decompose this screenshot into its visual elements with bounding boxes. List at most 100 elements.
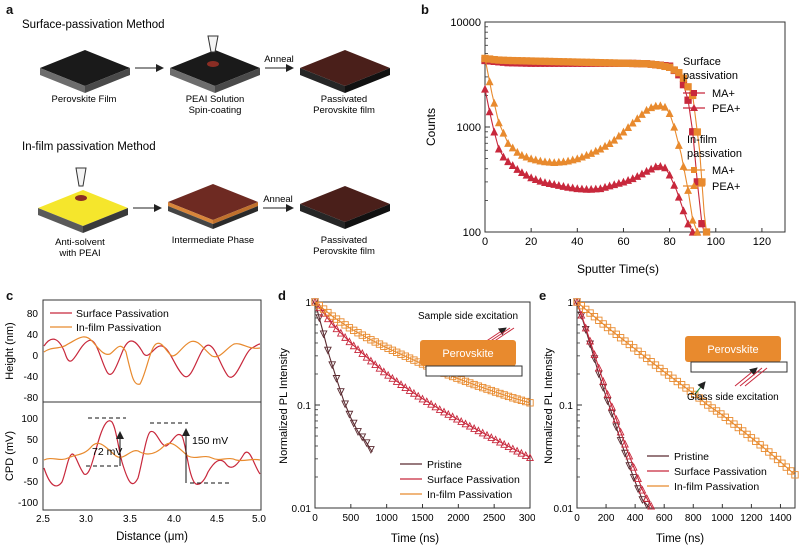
- b-data-point: [670, 122, 679, 131]
- b-data-point: [693, 227, 702, 236]
- b-data-point: [568, 183, 577, 192]
- d-data-point: [384, 344, 392, 353]
- b-data-point: [541, 157, 549, 166]
- b-series-line: [484, 59, 705, 233]
- b-data-point: [490, 127, 499, 136]
- d-xtick: 2000: [447, 513, 470, 524]
- b-data-point: [656, 162, 665, 170]
- e-data-point: [594, 363, 603, 372]
- b-data-point: [661, 163, 669, 172]
- b-data-point: [628, 118, 637, 127]
- c-annotation-72mv: 72 mV: [92, 446, 122, 458]
- b-data-point: [554, 181, 563, 189]
- b-plot-frame: [484, 21, 786, 233]
- d-data-point: [431, 402, 440, 411]
- d-data-point: [452, 414, 461, 423]
- step-spin-coating: Spin-coating: [189, 105, 242, 116]
- b-legend-surface-title-1: Surface: [683, 56, 721, 68]
- e-inset-perovskite-box: [685, 336, 781, 362]
- b-data-point: [684, 186, 693, 194]
- d-data-point: [366, 446, 375, 454]
- d-data-point: [504, 442, 513, 451]
- e-xtick: 1200: [740, 513, 763, 524]
- d-series-0: [311, 298, 375, 454]
- b-series-0: [481, 56, 706, 233]
- d-data-point: [500, 391, 508, 399]
- d-data-point: [479, 383, 487, 392]
- e-xtick: 600: [656, 513, 673, 524]
- e-data-point: [642, 493, 651, 502]
- d-data-point: [414, 391, 423, 400]
- d-data-point: [522, 397, 530, 406]
- b-data-point: [656, 101, 665, 110]
- e-legend: Pristine Surface Passivation In-film Pas…: [647, 451, 767, 493]
- e-series-line: [576, 301, 654, 509]
- d-data-point: [470, 380, 478, 389]
- d-ytick: 0.1: [297, 401, 311, 412]
- d-data-point: [336, 328, 345, 337]
- d-data-point: [487, 433, 496, 441]
- d-inset: Sample side excitation Perovskite: [418, 311, 523, 377]
- d-xlabel: Time (ns): [391, 533, 439, 545]
- c-legend-infilm: In-film Passivation: [76, 322, 161, 334]
- b-data-point: [665, 170, 674, 179]
- peai-spin-coating-block: [170, 35, 260, 93]
- d-series-1: [311, 297, 534, 462]
- e-xtick: 1000: [711, 513, 734, 524]
- e-legend-infilm: In-film Passivation: [674, 481, 759, 493]
- e-data-point: [586, 336, 595, 345]
- b-data-point: [610, 135, 619, 144]
- e-data-point: [581, 323, 590, 332]
- b-ytick: 10000: [450, 17, 481, 29]
- b-legend-marker-infilm-ma: [691, 167, 697, 173]
- panel-d-label: d: [278, 288, 286, 303]
- e-data-point: [634, 474, 642, 483]
- b-legend-surface-ma: MA+: [712, 88, 735, 100]
- d-data-point: [358, 331, 366, 339]
- e-data-point: [786, 467, 795, 475]
- d-data-point: [405, 354, 414, 362]
- e-data-point: [773, 455, 782, 464]
- e-data-point: [577, 310, 586, 319]
- b-data-point: [614, 131, 623, 140]
- c-top-ytick: -40: [24, 372, 39, 383]
- e-data-point: [616, 427, 625, 436]
- step-intermediate-phase: Intermediate Phase: [172, 235, 254, 246]
- d-data-point: [410, 356, 418, 364]
- b-data-point: [513, 147, 522, 156]
- panel-e-chart: e 0 200 400 600 800 1000 1200 1400 0.01 0.1 1 Time…: [539, 288, 799, 545]
- e-data-point: [577, 302, 586, 310]
- b-data-point: [688, 227, 697, 236]
- b-data-point: [536, 176, 545, 185]
- d-data-point: [478, 428, 487, 437]
- b-data-point: [494, 144, 503, 153]
- b-data-point: [684, 219, 693, 228]
- b-xtick: 80: [663, 236, 675, 248]
- d-xtick: 1000: [376, 513, 399, 524]
- d-data-point: [483, 430, 491, 439]
- e-data-point: [607, 402, 616, 411]
- b-data-point: [508, 161, 517, 169]
- e-data-point: [603, 397, 612, 406]
- e-data-point: [638, 485, 647, 494]
- b-data-point: [698, 178, 706, 186]
- e-data-point: [629, 462, 638, 471]
- surface-method-title: Surface-passivation Method: [22, 19, 165, 31]
- b-data-point: [670, 180, 679, 189]
- b-data-point: [481, 84, 489, 93]
- d-data-point: [362, 352, 371, 361]
- panel-b-chart: b 0 20 40 60 80 100 120 100 1000 10000 Sputter Ti…: [421, 2, 786, 276]
- d-data-point: [362, 439, 371, 448]
- d-data-point: [474, 426, 483, 435]
- e-series-1: [573, 297, 656, 510]
- d-data-point: [336, 388, 345, 397]
- c-annotation-guides: [86, 417, 230, 484]
- b-xtick: 120: [753, 236, 771, 248]
- e-data-point: [607, 410, 616, 418]
- d-data-point: [526, 453, 534, 462]
- b-data-point: [499, 152, 508, 161]
- c-top-ytick: 0: [32, 351, 38, 362]
- b-data-point: [504, 157, 513, 166]
- e-ytick: 0.01: [554, 504, 574, 515]
